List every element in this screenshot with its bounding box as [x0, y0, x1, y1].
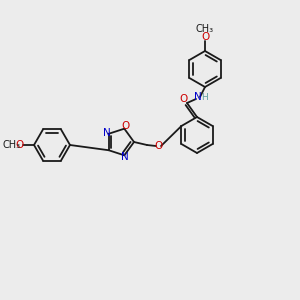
- Text: O: O: [179, 94, 187, 104]
- Text: H: H: [201, 94, 208, 103]
- Text: O: O: [16, 140, 24, 150]
- Text: O: O: [121, 121, 130, 131]
- Text: N: N: [103, 128, 110, 138]
- Text: O: O: [201, 32, 209, 42]
- Text: CH₃: CH₃: [2, 140, 21, 150]
- Text: N: N: [122, 152, 129, 162]
- Text: CH₃: CH₃: [196, 24, 214, 34]
- Text: O: O: [154, 141, 163, 151]
- Text: N: N: [194, 92, 202, 102]
